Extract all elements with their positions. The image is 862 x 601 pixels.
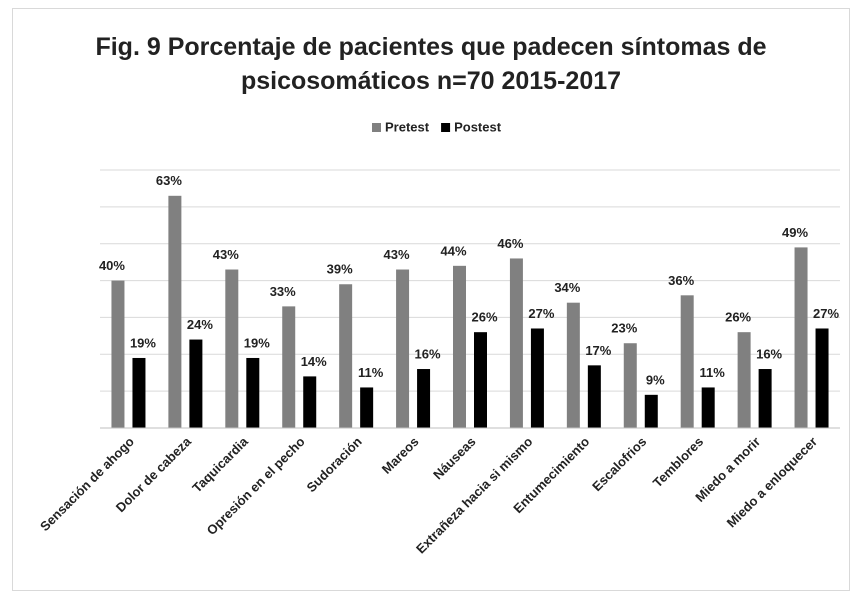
bar bbox=[701, 387, 715, 428]
data-label: 26% bbox=[471, 310, 497, 325]
data-label: 27% bbox=[528, 306, 554, 321]
data-label: 11% bbox=[700, 365, 726, 380]
bar bbox=[360, 387, 374, 428]
data-label: 19% bbox=[244, 335, 270, 350]
bar bbox=[794, 247, 808, 428]
bar bbox=[189, 339, 203, 428]
bar bbox=[132, 357, 146, 428]
bar bbox=[623, 343, 637, 428]
data-label: 17% bbox=[585, 343, 611, 358]
x-tick-label: Escalofrios bbox=[589, 434, 649, 494]
data-label: 40% bbox=[99, 258, 125, 273]
data-label: 33% bbox=[270, 284, 296, 299]
bar bbox=[225, 269, 239, 428]
legend-swatch bbox=[372, 123, 381, 132]
x-tick-label: Mareos bbox=[379, 434, 422, 477]
data-label: 43% bbox=[384, 247, 410, 262]
data-label: 36% bbox=[668, 273, 694, 288]
data-label: 39% bbox=[327, 262, 353, 277]
bar bbox=[111, 280, 125, 428]
legend-label: Pretest bbox=[385, 119, 430, 134]
data-label: 49% bbox=[782, 225, 808, 240]
bar bbox=[737, 332, 751, 428]
data-label: 63% bbox=[156, 173, 182, 188]
data-label: 9% bbox=[646, 372, 665, 387]
bar bbox=[282, 306, 296, 428]
data-label: 23% bbox=[611, 321, 637, 336]
data-label: 26% bbox=[725, 310, 751, 325]
x-tick-label: Sudoración bbox=[304, 434, 365, 495]
legend-label: Postest bbox=[454, 119, 502, 134]
bar bbox=[509, 258, 523, 428]
bar bbox=[815, 328, 829, 428]
bar bbox=[339, 284, 353, 428]
bar bbox=[453, 265, 466, 428]
chart-frame bbox=[12, 8, 850, 591]
chart-title: Fig. 9 Porcentaje de pacientes que padec… bbox=[95, 33, 767, 95]
data-label: 27% bbox=[813, 306, 839, 321]
bar bbox=[644, 394, 658, 428]
x-tick-label: Temblores bbox=[650, 434, 706, 490]
x-tick-label: Taquicardia bbox=[189, 433, 251, 495]
x-tick-label: Náuseas bbox=[430, 434, 478, 482]
bar bbox=[566, 302, 580, 428]
x-tick-label: Opresión en el pecho bbox=[204, 434, 308, 538]
data-label: 46% bbox=[497, 236, 523, 251]
bar bbox=[680, 295, 694, 428]
bar bbox=[758, 369, 772, 428]
bar bbox=[530, 328, 544, 428]
data-label: 44% bbox=[440, 243, 466, 258]
data-label: 34% bbox=[554, 280, 580, 295]
bar bbox=[246, 357, 260, 428]
bar bbox=[587, 365, 601, 428]
bar bbox=[396, 269, 410, 428]
x-tick-label: Sensación de ahogo bbox=[37, 434, 137, 534]
data-label: 24% bbox=[187, 317, 213, 332]
data-label: 16% bbox=[415, 346, 441, 361]
data-label: 16% bbox=[756, 346, 782, 361]
data-label: 11% bbox=[358, 365, 384, 380]
bar bbox=[303, 376, 317, 428]
bar bbox=[417, 369, 431, 428]
x-tick-label: Extrañeza hacia si mismo bbox=[413, 434, 536, 557]
bar bbox=[474, 332, 487, 428]
bar bbox=[168, 195, 182, 428]
data-label: 19% bbox=[130, 335, 156, 350]
legend-swatch bbox=[441, 123, 451, 132]
data-label: 14% bbox=[301, 354, 327, 369]
data-label: 43% bbox=[213, 247, 239, 262]
